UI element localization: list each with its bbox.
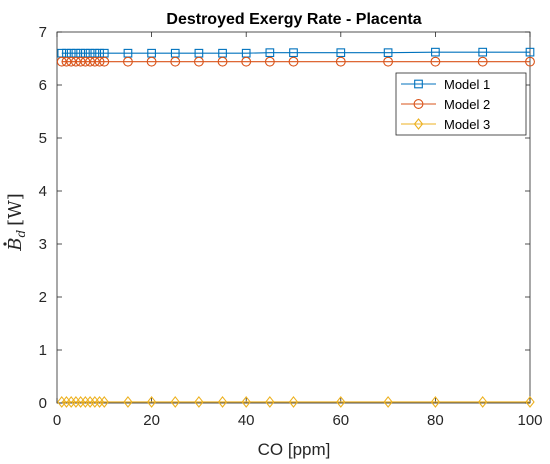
data-point: [477, 56, 488, 67]
y-tick-label: 2: [39, 289, 47, 306]
legend-entry: Model 3: [401, 117, 490, 132]
y-tick-label: 0: [39, 395, 47, 412]
data-point: [288, 56, 299, 67]
data-point: [217, 396, 228, 408]
y-axis-label: Bd [W]: [3, 193, 28, 252]
legend-entry: Model 1: [401, 77, 490, 92]
data-point: [525, 396, 535, 408]
data-point: [241, 56, 252, 67]
data-point: [383, 56, 394, 67]
series-3: [57, 396, 535, 408]
data-point: [193, 56, 204, 67]
data-point: [430, 396, 441, 408]
data-point: [85, 56, 96, 67]
series-2: [56, 56, 535, 67]
y-tick-label: 3: [39, 236, 47, 253]
data-point: [241, 396, 251, 408]
x-tick-label: 40: [238, 412, 255, 429]
data-point: [66, 56, 77, 67]
legend-label: Model 3: [444, 117, 490, 132]
y-tick-label: 1: [39, 342, 47, 359]
y-tick-label: 7: [39, 24, 47, 41]
legend-label: Model 1: [444, 77, 490, 92]
data-point: [335, 56, 346, 67]
y-axis-label-symbol: B: [5, 238, 26, 252]
data-point: [89, 56, 100, 67]
data-point: [123, 396, 133, 408]
data-point: [265, 396, 275, 408]
legend-marker: [413, 99, 424, 109]
data-point: [99, 56, 110, 67]
x-tick-label: 20: [143, 412, 160, 429]
x-tick-label: 0: [53, 412, 61, 429]
series-line: [61, 51, 530, 54]
data-point: [170, 56, 181, 67]
chart-title: Destroyed Exergy Rate - Placenta: [166, 11, 421, 28]
y-tick-label: 6: [39, 77, 47, 94]
legend-entry: Model 2: [401, 97, 490, 112]
data-point: [94, 56, 105, 67]
y-axis-label-subscript: d: [14, 230, 28, 238]
data-point: [99, 396, 110, 408]
data-point: [56, 56, 67, 67]
data-point: [146, 396, 157, 408]
y-tick-label: 4: [39, 183, 47, 200]
legend-label: Model 2: [444, 97, 490, 112]
data-point: [170, 396, 180, 408]
x-tick-label: 100: [517, 412, 542, 429]
data-point: [75, 56, 86, 67]
data-point: [80, 56, 91, 67]
y-axis-label-dot: [3, 242, 7, 246]
x-axis-label: CO [ppm]: [258, 440, 331, 459]
y-axis-label-unit: [W]: [5, 193, 26, 226]
data-point: [430, 56, 441, 67]
x-tick-label: 60: [332, 412, 349, 429]
data-point: [336, 48, 346, 58]
data-point: [217, 56, 228, 67]
data-point: [265, 48, 275, 58]
data-point: [61, 56, 72, 67]
data-point: [383, 48, 393, 58]
data-point: [431, 47, 440, 57]
data-point: [525, 47, 535, 57]
data-point: [336, 396, 346, 408]
data-point: [70, 56, 81, 67]
svg-text:Bd[W]: Bd [W]: [5, 193, 28, 251]
data-point: [383, 396, 393, 408]
data-point: [264, 56, 275, 67]
data-point: [289, 48, 298, 58]
legend-marker: [413, 118, 424, 130]
data-point: [194, 396, 204, 408]
data-point: [288, 396, 299, 408]
data-point: [146, 56, 157, 67]
data-point: [525, 56, 535, 67]
data-point: [478, 47, 488, 57]
x-tick-label: 80: [427, 412, 444, 429]
legend: Model 1 Model 2 Model 3: [395, 72, 527, 136]
data-point: [122, 56, 133, 67]
data-point: [477, 396, 488, 408]
legend-marker: [414, 79, 423, 89]
y-tick-label: 5: [39, 130, 47, 147]
series-1: [57, 47, 535, 58]
